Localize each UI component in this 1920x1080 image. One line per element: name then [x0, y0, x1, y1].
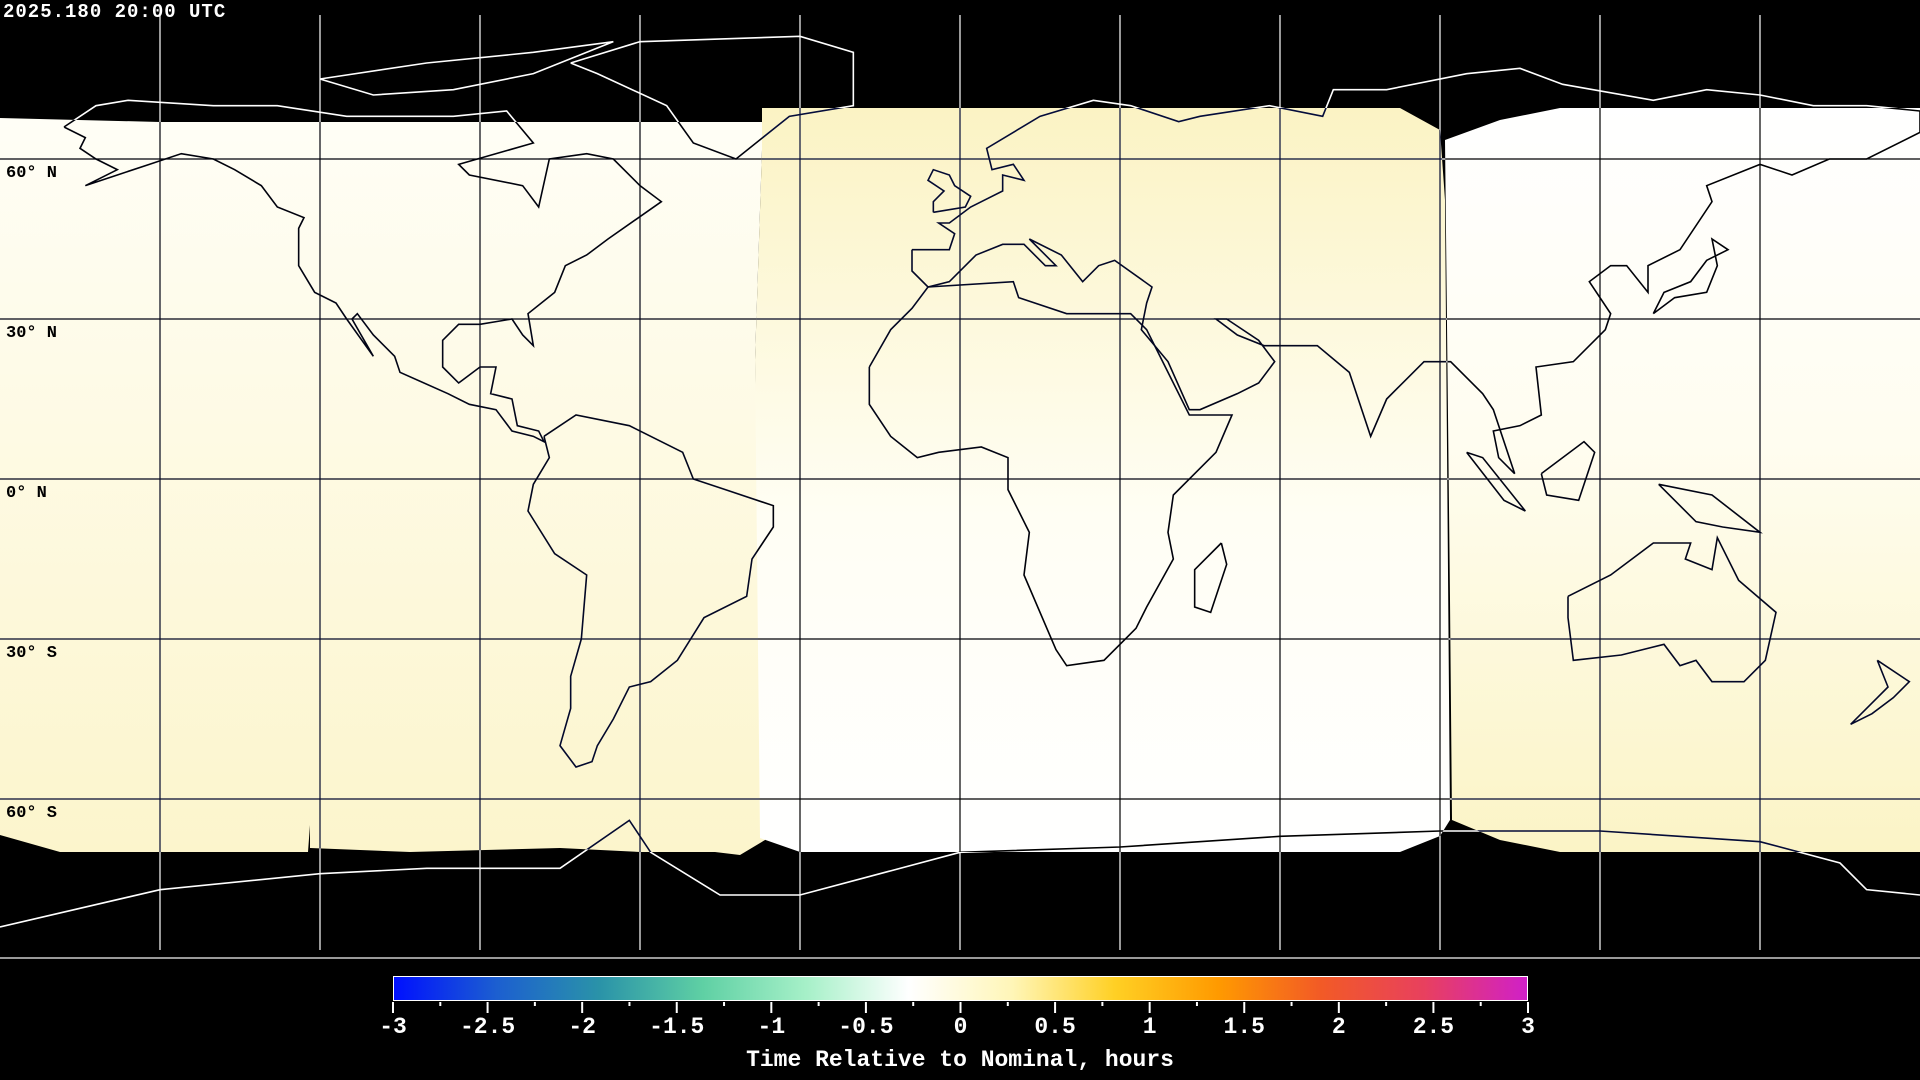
coastline-new-zealand [1850, 659, 1911, 726]
graticule [0, 15, 1920, 950]
lat-label-equator: 0° N [6, 484, 47, 503]
colorbar-tick-label: -0.5 [838, 1014, 894, 1040]
coastline-madagascar [1193, 542, 1228, 614]
colorbar-tick-label: 2 [1331, 1014, 1346, 1040]
colorbar-tick-label: -1 [757, 1014, 786, 1040]
coastline-north-america [63, 99, 663, 444]
map-overlay [0, 15, 1920, 950]
shading-region-west [0, 118, 765, 855]
coastline-eurasia [911, 67, 1920, 475]
colorbar-tick-label: -1.5 [649, 1014, 705, 1040]
colorbar-tick-label: 0.5 [1034, 1014, 1076, 1040]
colorbar-tick-label: 3 [1521, 1014, 1535, 1040]
colorbar-title: Time Relative to Nominal, hours [746, 1047, 1174, 1073]
colorbar-axis [392, 1002, 1529, 1013]
coastline-borneo [1540, 440, 1596, 502]
coastline-new-guinea [1658, 483, 1763, 534]
colorbar-tick-label: -2.5 [459, 1014, 516, 1040]
coastline-greenland [570, 35, 855, 160]
colorbar-tick-label: 1 [1142, 1014, 1157, 1040]
colorbar-tick-label: 0 [953, 1014, 968, 1040]
map-border [0, 957, 1920, 959]
coastline-sumatra [1466, 451, 1526, 512]
coastline-south-america [527, 414, 775, 768]
lat-label-60s: 60° S [6, 804, 58, 823]
shading-region-central [755, 108, 1450, 852]
coastline-australia [1567, 535, 1777, 683]
lat-label-30n: 30° N [6, 324, 58, 343]
coastline-great-britain [926, 168, 972, 214]
lat-label-30s: 30° S [6, 644, 58, 663]
shading-region-east [1445, 108, 1920, 852]
colorbar-tick-label: -2 [568, 1014, 596, 1040]
coastlines [0, 35, 1920, 928]
colorbar-tick-label: 1.5 [1223, 1014, 1265, 1040]
timestamp: 2025.180 20:00 UTC [3, 1, 227, 23]
colorbar-tick-label: -3 [379, 1014, 407, 1040]
colorbar [393, 976, 1528, 1001]
colorbar-tick-label: 2.5 [1412, 1014, 1455, 1040]
lat-label-60n: 60° N [6, 164, 58, 183]
coastline-japan [1652, 237, 1730, 315]
coastline-antarctica [0, 819, 1920, 928]
coastline-africa [868, 280, 1234, 667]
coastline-arctic-islands [319, 40, 614, 96]
